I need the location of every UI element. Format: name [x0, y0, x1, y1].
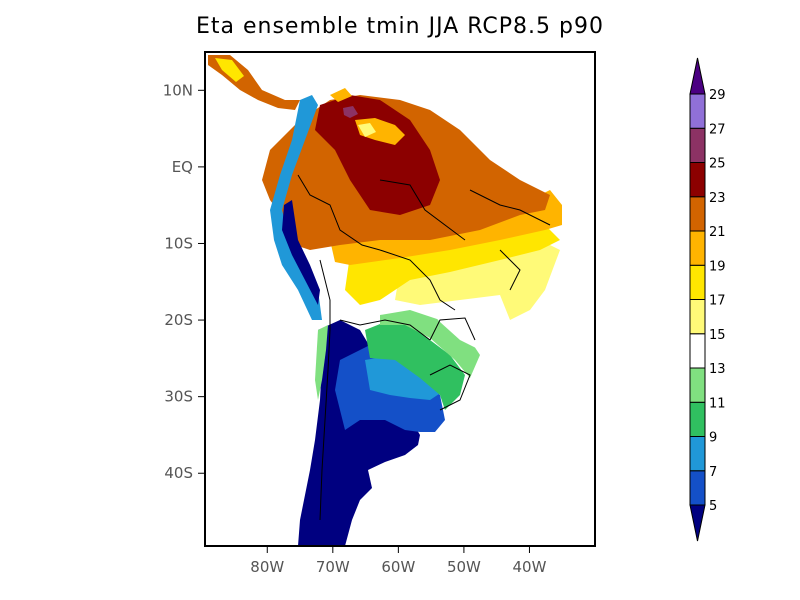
lat-tick-label: 30S — [164, 388, 193, 406]
region-yellow — [345, 225, 560, 305]
lat-tick-label: 10N — [163, 81, 193, 99]
colorbar-box — [689, 127, 706, 163]
map-panel — [204, 51, 596, 547]
lon-axis: 80W 70W 60W 50W 40W — [250, 546, 547, 576]
colorbar-label: 29 — [709, 88, 726, 103]
colorbar-box — [689, 470, 706, 506]
colorbar-label: 17 — [709, 294, 726, 309]
region-caribbean-coast — [330, 88, 352, 102]
region-light-green — [380, 310, 480, 378]
colorbar-label: 19 — [709, 259, 726, 274]
colorbar-box — [689, 401, 706, 437]
lat-tick-label: 10S — [164, 234, 193, 252]
region-green — [365, 322, 465, 410]
region-chile-coast — [315, 325, 328, 400]
colorbar-lower-triangle — [689, 504, 706, 542]
colorbar-box — [689, 230, 706, 266]
colorbar-box — [689, 264, 706, 300]
colorbar-label: 11 — [709, 396, 726, 411]
colorbar-label: 13 — [709, 362, 726, 377]
colorbar-label: 25 — [709, 157, 726, 172]
colorbar-label: 9 — [709, 431, 717, 446]
lat-axis: 10N EQ 10S 20S 30S 40S — [163, 81, 205, 482]
colorbar-box — [689, 196, 706, 232]
lon-tick-label: 70W — [316, 558, 350, 576]
colorbar-label: 5 — [709, 499, 717, 514]
map-frame — [204, 51, 596, 547]
region-light-yellow — [395, 240, 560, 320]
colorbar-box — [689, 162, 706, 198]
colorbar-box — [689, 436, 706, 472]
lon-tick-label: 50W — [447, 558, 481, 576]
colorbar: 5 7 9 11 13 15 17 19 21 23 25 27 29 — [689, 57, 726, 542]
colorbar-box — [689, 93, 706, 129]
region-andes-coldest — [282, 200, 320, 305]
colorbar-box — [689, 299, 706, 335]
lon-tick-label: 80W — [250, 558, 284, 576]
region-purple — [343, 106, 358, 118]
region-patagonia — [298, 320, 420, 546]
colorbar-box — [689, 367, 706, 403]
colorbar-label: 15 — [709, 328, 726, 343]
colorbar-label: 7 — [709, 465, 717, 480]
region-light-blue — [365, 355, 442, 400]
colorbar-label: 21 — [709, 225, 726, 240]
lat-tick-label: 20S — [164, 311, 193, 329]
lon-tick-label: 60W — [381, 558, 415, 576]
colorbar-box — [689, 333, 706, 369]
colorbar-label: 23 — [709, 191, 726, 206]
region-guiana-white — [358, 123, 376, 137]
lon-tick-label: 40W — [512, 558, 546, 576]
lat-tick-label: 40S — [164, 464, 193, 482]
map-title: Eta ensemble tmin JJA RCP8.5 p90 — [195, 14, 604, 39]
region-central-america-yellow — [215, 58, 244, 82]
lat-tick-label: EQ — [172, 158, 193, 176]
map-field — [208, 55, 562, 546]
country-borders — [297, 174, 551, 521]
colorbar-upper-triangle — [689, 57, 706, 95]
region-andes-cold — [270, 95, 322, 320]
colorbar-label: 27 — [709, 122, 726, 137]
